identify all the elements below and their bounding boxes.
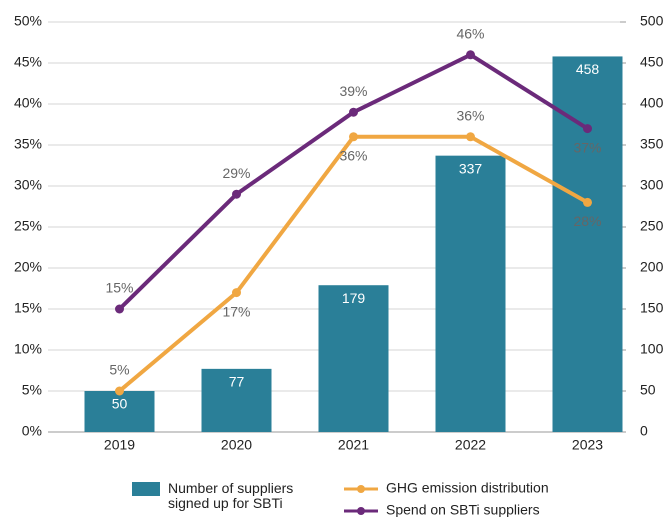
y2-tick-label: 450	[640, 54, 664, 70]
y2-tick-label: 100	[640, 341, 664, 357]
y-tick-label: 15%	[14, 300, 42, 316]
y2-tick-label: 0	[640, 423, 648, 439]
data-label: 17%	[222, 303, 250, 319]
y-tick-label: 45%	[14, 54, 42, 70]
x-tick-label: 2019	[104, 437, 135, 453]
data-label: 36%	[339, 148, 367, 164]
data-label: 37%	[573, 139, 601, 155]
bar-label: 77	[229, 374, 245, 390]
point	[115, 304, 124, 314]
data-label: 36%	[456, 108, 484, 124]
point	[583, 124, 592, 134]
bar-label: 458	[576, 61, 600, 77]
bar	[84, 391, 155, 432]
x-tick-label: 2021	[338, 437, 369, 453]
y-tick-label: 0%	[22, 423, 42, 439]
bar-label: 50	[112, 396, 128, 412]
data-label: 15%	[105, 280, 133, 296]
legend-label: GHG emission distribution	[386, 480, 549, 496]
y-tick-label: 25%	[14, 218, 42, 234]
y-tick-label: 40%	[14, 95, 42, 111]
y-tick-label: 30%	[14, 177, 42, 193]
legend-swatch	[132, 482, 160, 496]
bar	[201, 368, 272, 432]
y2-tick-label: 300	[640, 177, 664, 193]
y2-tick-label: 400	[640, 95, 664, 111]
point	[466, 132, 475, 142]
y-tick-label: 20%	[14, 259, 42, 275]
bar-label: 179	[342, 290, 366, 306]
x-tick-label: 2023	[572, 437, 603, 453]
y-tick-label: 5%	[22, 382, 42, 398]
legend-label: Spend on SBTi suppliers	[386, 502, 540, 517]
point	[115, 386, 124, 396]
x-tick-label: 2022	[455, 437, 486, 453]
y2-tick-label: 50	[640, 382, 656, 398]
point	[349, 132, 358, 142]
point	[232, 288, 241, 298]
point	[349, 107, 358, 117]
data-label: 46%	[456, 26, 484, 42]
point	[583, 197, 592, 207]
y2-tick-label: 500	[640, 13, 664, 29]
point	[232, 189, 241, 199]
legend-marker	[357, 507, 365, 515]
x-tick-label: 2020	[221, 437, 252, 453]
point	[466, 50, 475, 60]
data-label: 29%	[222, 165, 250, 181]
legend-label: Number of suppliers signed up for SBTi	[168, 480, 294, 511]
y-tick-label: 35%	[14, 136, 42, 152]
data-label: 28%	[573, 213, 601, 229]
y2-tick-label: 250	[640, 218, 664, 234]
data-label: 39%	[339, 83, 367, 99]
data-label: 5%	[109, 362, 129, 378]
legend-marker	[357, 485, 365, 493]
bar	[435, 155, 506, 432]
bar	[318, 285, 389, 432]
y-tick-label: 50%	[14, 13, 42, 29]
y2-tick-label: 150	[640, 300, 664, 316]
y-tick-label: 10%	[14, 341, 42, 357]
y2-tick-label: 200	[640, 259, 664, 275]
y2-tick-label: 350	[640, 136, 664, 152]
bar	[552, 56, 623, 432]
bar-label: 337	[459, 160, 483, 176]
